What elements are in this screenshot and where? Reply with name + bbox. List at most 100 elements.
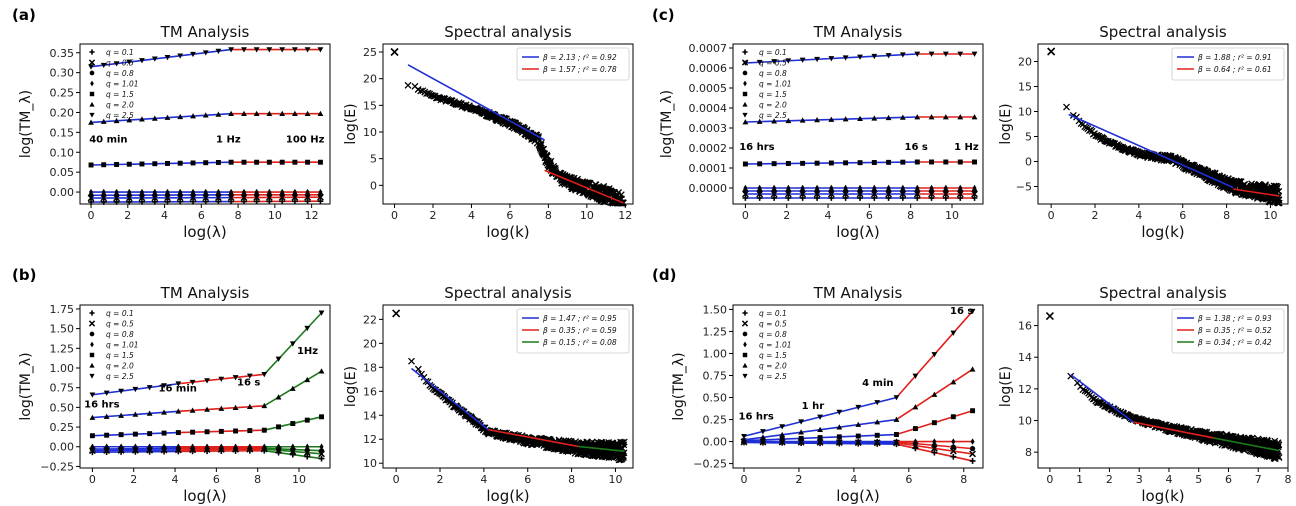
diamond-marker	[815, 184, 820, 192]
square-marker	[104, 432, 110, 438]
square-marker	[290, 421, 296, 426]
triangle-marker	[971, 114, 978, 120]
square-marker	[89, 352, 95, 358]
triangle-marker	[132, 411, 139, 417]
triangle-marker	[914, 114, 921, 120]
y-tick-label: 0.05	[50, 166, 75, 179]
scatter-point	[1081, 387, 1089, 395]
y-tick-label: 0.25	[50, 87, 75, 100]
x-tick-label: 10	[580, 209, 594, 222]
square-marker	[165, 161, 170, 166]
x-axis-label: log(λ)	[836, 487, 879, 505]
x-tick-label: 2	[1092, 209, 1099, 222]
diamond-marker	[205, 443, 210, 450]
y-tick-label: 0.50	[50, 401, 75, 414]
square-marker	[760, 437, 766, 443]
legend-label: q = 2.0	[759, 101, 787, 110]
triangle-down-marker	[957, 51, 964, 57]
x-tick-label: 8	[235, 209, 242, 222]
triangle-down-marker	[871, 53, 878, 60]
plus-marker	[871, 195, 878, 201]
annotation: 16 s	[904, 142, 927, 153]
triangle-marker	[279, 110, 286, 116]
scatter-point	[547, 157, 555, 165]
triangle-down-marker	[855, 404, 862, 411]
legend-label: q = 1.01	[759, 80, 792, 89]
diamond-marker	[786, 184, 791, 192]
fit-segment	[90, 112, 231, 124]
square-marker	[266, 159, 272, 165]
scatter-point	[404, 81, 412, 89]
x-tick-label: 4	[1165, 473, 1172, 486]
triangle-marker	[317, 110, 324, 116]
chart-title: Spectral analysis	[1099, 284, 1227, 302]
annotation: 16 hrs	[739, 142, 774, 153]
fit-line	[1068, 113, 1234, 189]
x-tick-label: 2	[1106, 473, 1113, 486]
chart-b-tm: 0 2 4 6 8 10 −0.25 0.00 0.25 0.50 0.75 1.00 1.25 1.50…	[18, 284, 331, 505]
cross-marker	[949, 447, 957, 455]
legend-label: q = 2.0	[759, 362, 787, 371]
diamond-marker	[247, 443, 252, 450]
y-tick-label: −0.25	[40, 460, 74, 473]
diamond-marker	[254, 188, 259, 196]
triangle-marker	[164, 114, 171, 120]
fit-line	[544, 169, 624, 204]
triangle-marker	[814, 117, 820, 123]
x-tick-label: 0	[1046, 473, 1053, 486]
triangle-down-marker	[785, 58, 792, 64]
triangle-marker	[126, 117, 133, 123]
triangle-marker	[177, 113, 184, 120]
diamond-marker	[292, 188, 297, 196]
triangle-down-marker	[304, 325, 311, 332]
plus-marker	[814, 195, 820, 201]
square-marker	[912, 426, 918, 432]
y-tick-label: 8	[1025, 446, 1032, 459]
triangle-down-marker	[760, 429, 766, 435]
triangle-marker	[89, 101, 95, 107]
triangle-down-marker	[836, 409, 843, 415]
legend-label: β = 0.35 ; r² = 0.52	[1198, 326, 1272, 335]
diamond-marker	[319, 443, 324, 450]
square-marker	[276, 424, 282, 430]
square-marker	[218, 428, 224, 434]
x-tick-label: 5	[1195, 473, 1202, 486]
diamond-marker	[929, 184, 934, 192]
y-tick-label: 0.75	[50, 382, 75, 395]
circle-marker	[318, 448, 325, 454]
scatter-point	[1067, 372, 1075, 380]
plus-marker	[971, 195, 978, 201]
legend-label: β = 1.57 ; r² = 0.78	[543, 65, 617, 74]
square-marker	[247, 428, 253, 434]
triangle-down-marker	[266, 47, 273, 53]
triangle-marker	[89, 362, 95, 368]
triangle-down-marker	[799, 57, 806, 63]
triangle-down-marker	[899, 52, 906, 58]
triangle-down-marker	[950, 330, 957, 336]
square-marker	[742, 91, 748, 97]
triangle-down-marker	[828, 56, 835, 62]
y-tick-label: 0.25	[703, 414, 728, 427]
diamond-marker	[872, 184, 877, 192]
diamond-marker	[743, 184, 748, 192]
scatter-point	[1275, 454, 1283, 462]
diamond-marker	[178, 188, 183, 196]
circle-marker	[742, 70, 748, 76]
scatter-point	[1063, 103, 1070, 111]
triangle-down-marker	[100, 62, 107, 69]
triangle-marker	[885, 114, 892, 121]
scatter-point	[1274, 443, 1282, 451]
legend-label: q = 1.01	[106, 80, 139, 89]
square-marker	[893, 432, 899, 437]
diamond-marker	[90, 341, 94, 348]
square-marker	[204, 429, 210, 435]
triangle-down-marker	[931, 352, 938, 358]
legend-label: β = 1.47 ; r² = 0.95	[543, 314, 617, 323]
annotation: 16 hrs	[84, 399, 119, 410]
chart-title: TM Analysis	[160, 23, 250, 41]
y-tick-label: 22	[363, 313, 377, 326]
square-marker	[190, 429, 196, 435]
triangle-marker	[928, 114, 935, 120]
legend-label: q = 1.5	[759, 90, 787, 99]
legend-label: q = 2.0	[106, 101, 134, 110]
